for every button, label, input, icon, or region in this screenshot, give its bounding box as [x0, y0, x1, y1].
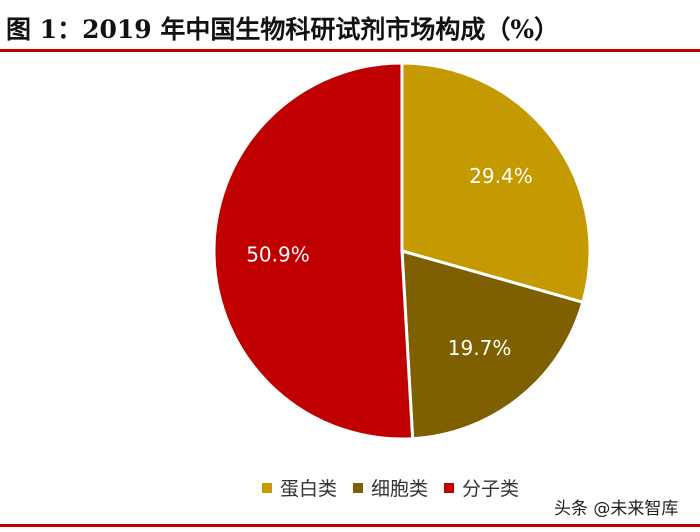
legend-item-0: 蛋白类	[262, 474, 337, 501]
title-divider	[0, 49, 700, 52]
legend-item-2: 分子类	[444, 474, 519, 501]
chart-legend: 蛋白类 细胞类 分子类	[262, 474, 519, 501]
watermark-text: 头条 @未来智库	[554, 499, 679, 519]
pie-chart: 29.4% 19.7% 50.9%	[212, 61, 592, 441]
legend-swatch-0	[262, 482, 272, 493]
legend-swatch-2	[444, 482, 455, 493]
title-bar: 图 1：2019 年中国生物科研试剂市场构成（%）	[0, 0, 700, 52]
chart-title: 图 1：2019 年中国生物科研试剂市场构成（%）	[6, 15, 560, 44]
legend-label-2: 分子类	[462, 478, 520, 500]
slice-label-1: 19.7%	[448, 336, 512, 360]
slice-label-0: 29.4%	[469, 164, 533, 188]
slice-label-2: 50.9%	[246, 243, 310, 267]
legend-item-1: 细胞类	[353, 474, 428, 501]
legend-swatch-1	[353, 482, 364, 493]
legend-label-0: 蛋白类	[280, 478, 338, 500]
pie-slice-0	[400, 61, 592, 305]
bottom-divider	[0, 524, 700, 527]
legend-label-1: 细胞类	[371, 478, 429, 500]
pie-slice-1	[400, 248, 585, 441]
pie-slice-2	[212, 61, 415, 441]
